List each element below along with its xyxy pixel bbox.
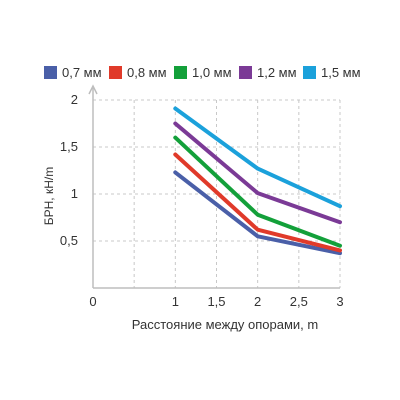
y-axis-label: БРН, кН/m <box>42 167 56 225</box>
legend-label: 1,2 мм <box>257 65 297 80</box>
x-tick-label: 2 <box>254 294 261 309</box>
legend-swatch <box>303 66 316 79</box>
series-line <box>173 152 342 253</box>
legend-swatch <box>239 66 252 79</box>
y-tick-label: 1,5 <box>60 139 78 154</box>
legend-label: 0,8 мм <box>127 65 167 80</box>
legend-label: 1,0 мм <box>192 65 232 80</box>
x-tick-label: 3 <box>336 294 343 309</box>
legend-label: 1,5 мм <box>321 65 361 80</box>
y-axis-arrow <box>88 84 98 95</box>
series-line <box>173 121 342 225</box>
y-tick-label: 1 <box>71 186 78 201</box>
legend-swatch <box>109 66 122 79</box>
x-tick-label: 1,5 <box>207 294 225 309</box>
x-tick-label: 2,5 <box>290 294 308 309</box>
tick-labels: 0 1 1,5 2 2,5 3 0,5 1 1,5 2 <box>60 92 344 309</box>
legend: 0,7 мм 0,8 мм 1,0 мм 1,2 мм 1,5 мм <box>44 65 361 80</box>
series-line <box>173 135 342 248</box>
y-tick-label: 0,5 <box>60 233 78 248</box>
y-tick-label: 2 <box>71 92 78 107</box>
legend-label: 0,7 мм <box>62 65 102 80</box>
x-tick-label: 1 <box>172 294 179 309</box>
x-tick-label: 0 <box>89 294 96 309</box>
legend-swatch <box>44 66 57 79</box>
axes <box>88 84 340 289</box>
legend-swatch <box>174 66 187 79</box>
x-axis-label: Расстояние между опорами, m <box>132 317 318 332</box>
series-lines <box>173 106 342 256</box>
series-line <box>173 170 342 256</box>
series-line <box>173 106 342 209</box>
